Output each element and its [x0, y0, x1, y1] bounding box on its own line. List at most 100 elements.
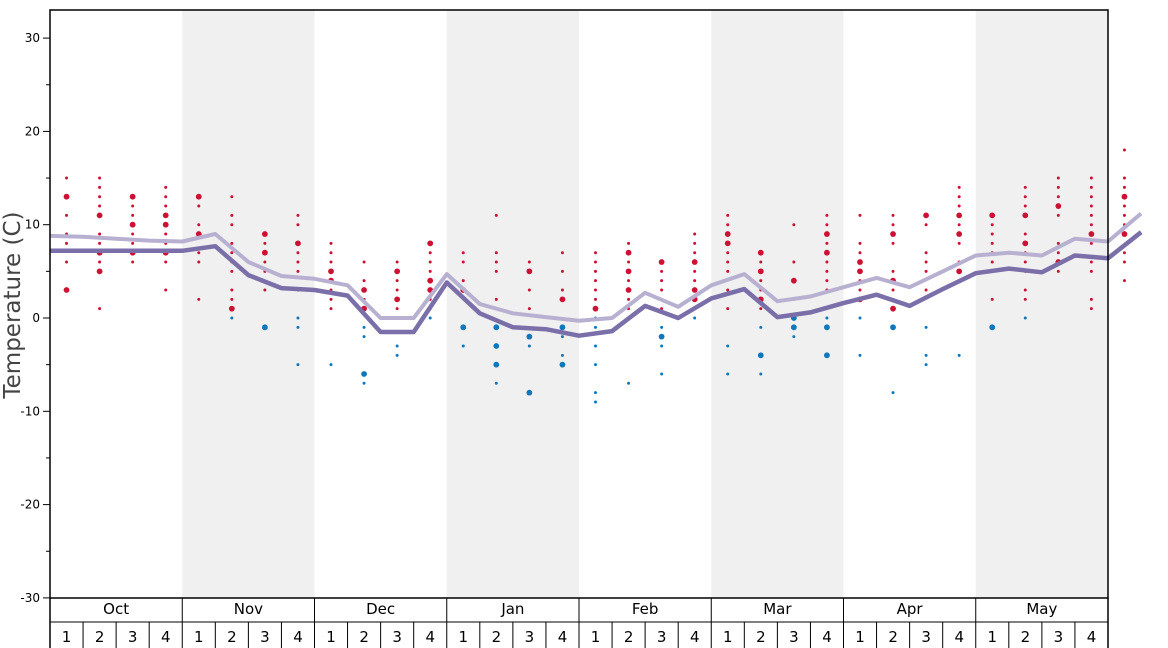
warm-point	[1089, 185, 1093, 189]
week-label: 4	[558, 628, 568, 646]
warm-point	[990, 223, 994, 227]
warm-point	[98, 307, 102, 311]
warm-point	[857, 268, 863, 275]
warm-point	[693, 241, 697, 245]
warm-point	[164, 260, 168, 264]
warm-point	[494, 269, 498, 273]
warm-point	[461, 260, 465, 264]
cold-point	[361, 371, 367, 377]
week-label: 2	[359, 628, 369, 646]
week-label: 1	[855, 628, 865, 646]
warm-point	[395, 279, 399, 283]
cold-point	[593, 325, 597, 329]
warm-point	[560, 288, 564, 292]
warm-point	[625, 249, 632, 256]
week-label: 4	[690, 628, 700, 646]
warm-point	[494, 297, 498, 301]
warm-point	[427, 240, 434, 247]
warm-point	[362, 279, 366, 283]
warm-point	[428, 260, 432, 264]
temperature-lines	[49, 211, 1143, 338]
warm-point	[593, 260, 597, 264]
week-label: 1	[326, 628, 336, 646]
warm-point	[395, 288, 399, 292]
warm-point	[759, 307, 763, 311]
warm-point	[1089, 176, 1093, 180]
cold-point	[494, 381, 498, 385]
warm-point	[428, 269, 432, 273]
warm-point	[1023, 260, 1027, 264]
cold-point	[792, 335, 796, 339]
y-tick-label: 30	[25, 31, 40, 45]
warm-point	[825, 269, 829, 273]
warm-point	[627, 297, 631, 301]
warm-point	[526, 268, 533, 275]
cold-point	[329, 363, 333, 367]
warm-point	[65, 241, 69, 245]
warm-point	[726, 213, 730, 217]
y-axis-label: Temperature (C)	[0, 211, 26, 399]
week-label: 3	[789, 628, 799, 646]
warm-point	[162, 221, 169, 228]
warm-point	[1023, 297, 1027, 301]
warm-point	[825, 223, 829, 227]
warm-point	[990, 297, 994, 301]
cold-point	[957, 353, 961, 357]
warm-point	[263, 241, 267, 245]
warm-point	[1122, 176, 1126, 180]
month-band-mar	[711, 10, 844, 598]
warm-point	[98, 232, 102, 236]
week-label: 1	[459, 628, 469, 646]
warm-point	[1122, 204, 1126, 208]
warm-point	[65, 176, 69, 180]
warm-point	[625, 268, 632, 275]
warm-point	[263, 260, 267, 264]
cold-point	[493, 361, 500, 368]
cold-point	[362, 381, 366, 385]
warm-point	[593, 269, 597, 273]
warm-point	[990, 232, 994, 236]
cold-point	[989, 324, 996, 331]
week-label: 4	[425, 628, 435, 646]
warm-point	[230, 223, 234, 227]
warm-point	[295, 240, 301, 247]
warm-point	[98, 204, 102, 208]
warm-point	[197, 260, 201, 264]
warm-point	[228, 305, 235, 312]
warm-point	[296, 269, 300, 273]
y-tick-label: 20	[25, 124, 40, 138]
warm-point	[1022, 212, 1029, 219]
cold-point	[924, 363, 928, 367]
warm-point	[825, 279, 829, 283]
warm-point	[693, 269, 697, 273]
week-label: 1	[723, 628, 733, 646]
warm-point	[1023, 195, 1027, 199]
warm-point	[96, 268, 103, 275]
warm-point	[394, 296, 401, 303]
warm-point	[230, 269, 234, 273]
warm-point	[230, 241, 234, 245]
warm-point	[957, 241, 961, 245]
warm-point	[658, 259, 665, 265]
warm-point	[129, 193, 136, 200]
warm-point	[1121, 193, 1128, 200]
warm-point	[726, 269, 730, 273]
warm-point	[956, 212, 963, 219]
warm-point	[296, 260, 300, 264]
warm-point	[197, 297, 201, 301]
week-label: 3	[525, 628, 535, 646]
week-label: 1	[988, 628, 998, 646]
warm-point	[261, 249, 268, 256]
cold-point	[593, 400, 597, 404]
week-label: 2	[227, 628, 237, 646]
warm-point	[726, 251, 730, 255]
warm-point	[1089, 213, 1093, 217]
warm-point	[494, 260, 498, 264]
warm-point	[1089, 297, 1093, 301]
warm-point	[329, 260, 333, 264]
warm-point	[362, 260, 366, 264]
cold-point	[627, 381, 631, 385]
week-label: 4	[954, 628, 964, 646]
warm-point	[660, 288, 664, 292]
